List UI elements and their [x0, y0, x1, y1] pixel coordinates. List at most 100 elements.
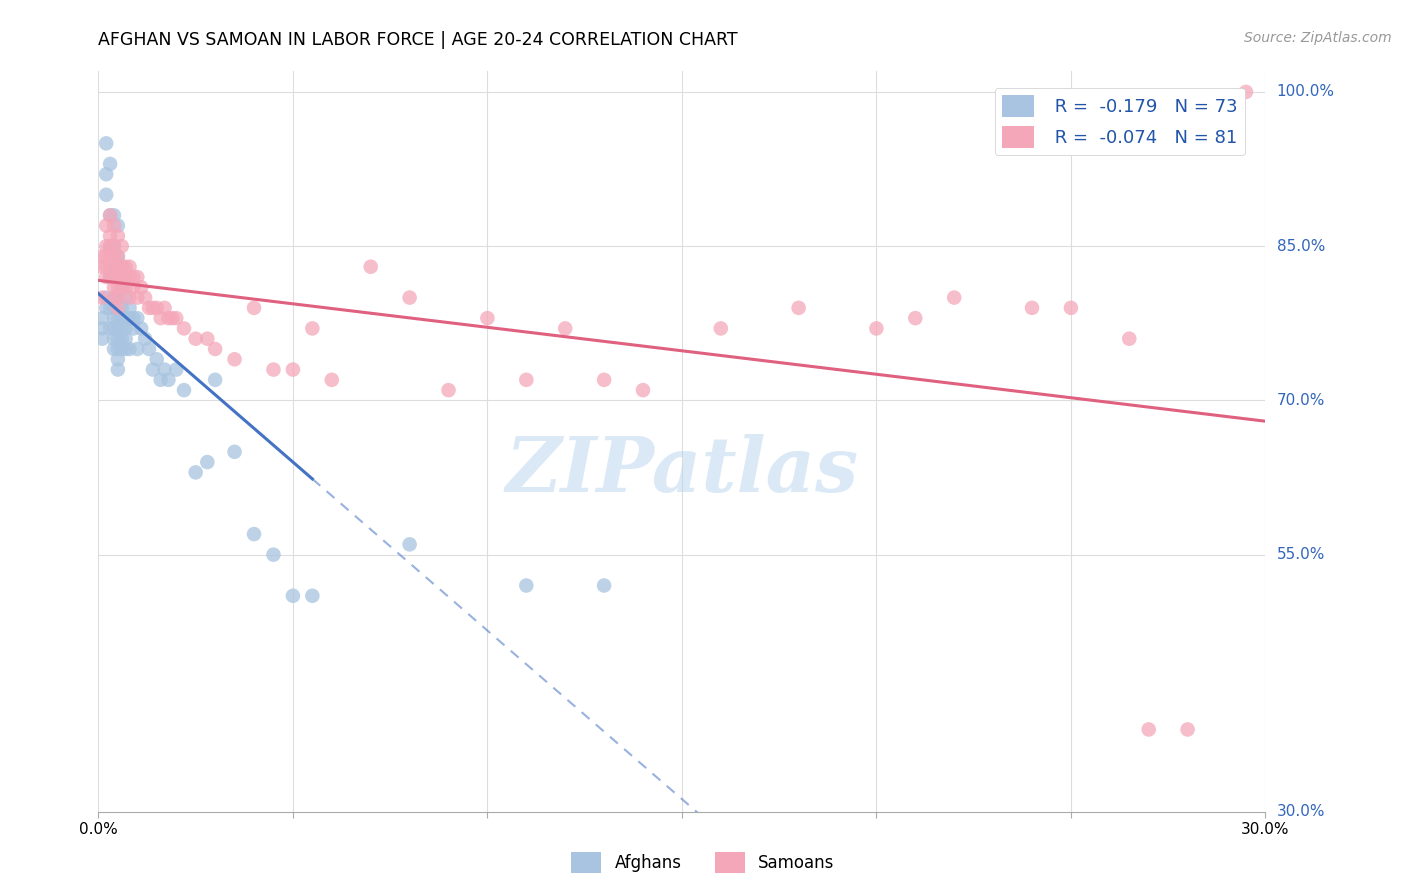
- Point: [321, 373, 343, 387]
- Point: [98, 301, 121, 315]
- Point: [107, 270, 129, 285]
- Point: [122, 311, 145, 326]
- Text: AFGHAN VS SAMOAN IN LABOR FORCE | AGE 20-24 CORRELATION CHART: AFGHAN VS SAMOAN IN LABOR FORCE | AGE 20…: [98, 31, 738, 49]
- Point: [96, 239, 118, 253]
- Point: [437, 383, 460, 397]
- Point: [107, 270, 129, 285]
- Point: [787, 301, 810, 315]
- Point: [111, 342, 134, 356]
- Legend:  R =  -0.179   N = 73,  R =  -0.074   N = 81: R = -0.179 N = 73, R = -0.074 N = 81: [994, 87, 1244, 155]
- Point: [103, 332, 125, 346]
- Text: 70.0%: 70.0%: [1277, 392, 1324, 408]
- Point: [398, 291, 420, 305]
- Point: [224, 445, 246, 459]
- Point: [103, 249, 125, 264]
- Point: [96, 136, 118, 151]
- Point: [103, 270, 125, 285]
- Point: [118, 291, 141, 305]
- Legend: Afghans, Samoans: Afghans, Samoans: [565, 846, 841, 880]
- Point: [96, 167, 118, 181]
- Point: [111, 332, 134, 346]
- Point: [96, 291, 118, 305]
- Point: [281, 589, 304, 603]
- Point: [631, 383, 654, 397]
- Point: [107, 219, 129, 233]
- Point: [142, 301, 165, 315]
- Point: [1177, 723, 1199, 737]
- Point: [107, 342, 129, 356]
- Point: [162, 311, 184, 326]
- Point: [122, 321, 145, 335]
- Text: ZIPatlas: ZIPatlas: [505, 434, 859, 508]
- Text: 100.0%: 100.0%: [1277, 85, 1334, 99]
- Point: [127, 311, 149, 326]
- Point: [195, 455, 218, 469]
- Point: [107, 249, 129, 264]
- Point: [111, 280, 134, 294]
- Point: [243, 301, 266, 315]
- Point: [118, 311, 141, 326]
- Point: [118, 301, 141, 315]
- Point: [146, 301, 169, 315]
- Point: [262, 362, 284, 376]
- Point: [96, 260, 118, 274]
- Point: [204, 373, 226, 387]
- Point: [114, 260, 136, 274]
- Point: [134, 332, 156, 346]
- Point: [281, 362, 304, 376]
- Point: [98, 270, 121, 285]
- Point: [103, 260, 125, 274]
- Point: [91, 249, 114, 264]
- Point: [98, 270, 121, 285]
- Point: [173, 321, 195, 335]
- Point: [98, 208, 121, 222]
- Point: [904, 311, 927, 326]
- Point: [107, 228, 129, 243]
- Point: [98, 260, 121, 274]
- Point: [98, 208, 121, 222]
- Point: [593, 578, 616, 592]
- Text: 55.0%: 55.0%: [1277, 547, 1324, 562]
- Point: [515, 373, 537, 387]
- Point: [114, 270, 136, 285]
- Point: [111, 311, 134, 326]
- Point: [118, 342, 141, 356]
- Point: [122, 270, 145, 285]
- Point: [91, 291, 114, 305]
- Point: [111, 280, 134, 294]
- Point: [1137, 723, 1160, 737]
- Point: [593, 373, 616, 387]
- Point: [107, 260, 129, 274]
- Point: [204, 342, 226, 356]
- Point: [103, 321, 125, 335]
- Point: [103, 239, 125, 253]
- Point: [107, 280, 129, 294]
- Point: [111, 270, 134, 285]
- Point: [301, 589, 323, 603]
- Point: [118, 270, 141, 285]
- Point: [157, 311, 180, 326]
- Point: [114, 280, 136, 294]
- Point: [107, 332, 129, 346]
- Point: [184, 332, 207, 346]
- Point: [111, 260, 134, 274]
- Point: [301, 321, 323, 335]
- Point: [103, 219, 125, 233]
- Point: [103, 208, 125, 222]
- Point: [103, 342, 125, 356]
- Point: [91, 311, 114, 326]
- Point: [184, 466, 207, 480]
- Point: [515, 578, 537, 592]
- Point: [111, 321, 134, 335]
- Point: [142, 362, 165, 376]
- Point: [1118, 332, 1140, 346]
- Text: 30.0%: 30.0%: [1277, 805, 1324, 819]
- Point: [1234, 85, 1257, 99]
- Point: [96, 301, 118, 315]
- Point: [103, 239, 125, 253]
- Point: [129, 321, 152, 335]
- Point: [111, 260, 134, 274]
- Point: [114, 342, 136, 356]
- Point: [103, 291, 125, 305]
- Point: [165, 311, 187, 326]
